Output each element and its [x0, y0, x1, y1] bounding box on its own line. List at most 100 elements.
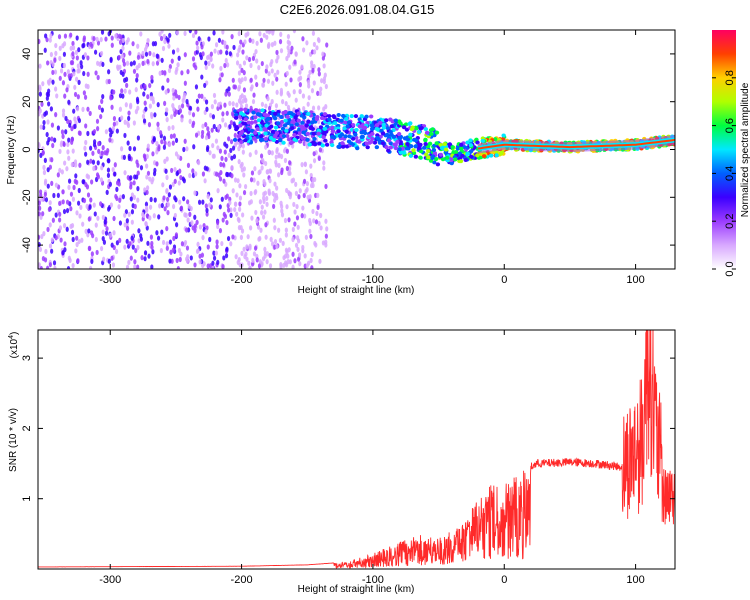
- spectrogram-cell: [268, 178, 272, 184]
- snr-plot-area: [38, 330, 675, 569]
- spectrogram-cell: [45, 95, 49, 101]
- spectrogram-cell: [208, 150, 212, 156]
- spectrogram-cell: [201, 123, 205, 129]
- spectrogram-cell: [201, 171, 206, 177]
- spectrogram-cell: [287, 48, 291, 54]
- spectrogram-cell: [82, 70, 86, 77]
- spectrogram-cell: [91, 159, 96, 165]
- spectrogram-cell: [201, 199, 205, 205]
- spectrogram-cell: [148, 50, 152, 57]
- spectrogram-cell: [46, 140, 50, 146]
- spectrogram-cell: [155, 230, 159, 236]
- spectrogram-cell: [148, 82, 152, 89]
- spectrogram-cell: [82, 37, 86, 43]
- spectrogram-ridge-cell: [239, 111, 244, 116]
- spectrogram-ridge-cell: [362, 131, 368, 136]
- spectrogram-cell: [262, 198, 266, 205]
- spectrogram-cell: [156, 102, 160, 108]
- spectrogram-cell: [312, 80, 316, 86]
- spectrogram-cell: [61, 189, 65, 195]
- spectrogram-cell: [312, 49, 317, 55]
- spectrogram-cell: [189, 255, 193, 261]
- spectrogram-cell: [283, 157, 288, 164]
- spectrogram-cell: [160, 57, 164, 63]
- spectrogram-cell: [254, 48, 258, 55]
- spectrogram-cell: [265, 34, 269, 40]
- spectrogram-cell: [213, 99, 217, 105]
- spectrogram-cell: [96, 60, 100, 66]
- spectrogram-cell: [275, 185, 279, 191]
- spectrogram-cell: [298, 88, 302, 95]
- spectrogram-cell: [71, 51, 75, 57]
- spectrogram-cell: [126, 140, 130, 146]
- spectrogram-cell: [310, 88, 315, 94]
- spectrogram-ridge-cell: [444, 155, 450, 160]
- spectrogram-cell: [111, 166, 115, 173]
- spectrogram-ridge-cell: [299, 113, 304, 118]
- spectrogram-ridge-cell: [285, 133, 290, 138]
- spectrogram-cell: [123, 170, 127, 176]
- spectrogram-cell: [119, 146, 124, 152]
- spectrogram-ridge-cell: [398, 121, 403, 126]
- spectrogram-cell: [242, 189, 247, 196]
- spectrogram-cell: [130, 209, 135, 215]
- spectrogram-cell: [242, 166, 246, 172]
- spectrogram-cell: [298, 261, 302, 267]
- spectrogram-cell: [153, 41, 158, 47]
- spectrogram-cell: [267, 42, 271, 48]
- spectrogram-ridge-cell: [365, 145, 370, 150]
- spectrogram-cell: [257, 170, 261, 176]
- spectrogram-cell: [126, 120, 130, 127]
- spectrogram-cell: [75, 235, 79, 241]
- spectrogram-cell: [304, 234, 308, 240]
- spectrogram-cell: [208, 202, 212, 208]
- spectrogram-cell: [263, 209, 267, 215]
- spectrogram-ridge-cell: [435, 162, 441, 167]
- spectrogram-cell: [249, 199, 253, 205]
- spectrogram-cell: [224, 91, 228, 97]
- colorbar-tick-label: 0.8: [724, 70, 736, 85]
- spectrogram-cell: [293, 258, 297, 264]
- spectrogram-cell: [96, 174, 100, 180]
- spectrogram-cell: [284, 227, 288, 233]
- spectrogram-cell: [163, 70, 167, 76]
- spectrogram-ridge-cell: [397, 147, 402, 152]
- spectrogram-cell: [121, 45, 125, 51]
- spectrogram-cell: [324, 83, 328, 90]
- spectrogram-ridge-cell: [438, 152, 444, 157]
- snr-y-ticks: 1 2 3: [21, 355, 675, 502]
- spectrogram-ridge-cell: [300, 127, 305, 132]
- spectrogram-cell: [58, 225, 63, 231]
- spectrogram-cell: [250, 170, 255, 176]
- spectrogram-ridge-cell: [374, 123, 380, 128]
- spectrogram-ridge-cell: [369, 139, 374, 144]
- spectrogram-cell: [163, 38, 167, 45]
- spectrogram-cell: [247, 56, 252, 63]
- spectrogram-cell: [61, 112, 66, 118]
- spectrogram-cell: [165, 241, 169, 247]
- spectrogram-cell: [173, 178, 177, 184]
- spectrogram-cell: [124, 102, 128, 108]
- spectrogram-cell: [82, 197, 87, 204]
- spectrogram-ridge-cell: [273, 111, 278, 116]
- spectrogram-cell: [94, 70, 98, 76]
- spectrogram-cell: [294, 51, 298, 57]
- spectrogram-ridge-cell: [264, 123, 269, 128]
- spectrogram-cell: [131, 41, 135, 47]
- spectrogram-cell: [238, 206, 242, 212]
- spectrogram-cell: [216, 188, 220, 194]
- spectrogram-cell: [38, 205, 42, 211]
- spectrogram-cell: [204, 64, 208, 71]
- spectrogram-cell: [50, 180, 54, 186]
- spectrogram-cell: [112, 230, 116, 236]
- spectrogram-cell: [101, 61, 105, 68]
- spectrogram-cell: [249, 225, 253, 231]
- spectrogram-cell: [123, 244, 127, 250]
- spectrogram-ridge-cell: [438, 142, 443, 147]
- spectrogram-cell: [201, 234, 205, 241]
- spectrogram-ridge-cell: [321, 135, 326, 140]
- spectrogram-cell: [301, 93, 306, 99]
- spectrogram-cell: [301, 36, 305, 42]
- x-tick-label: 100: [626, 274, 644, 286]
